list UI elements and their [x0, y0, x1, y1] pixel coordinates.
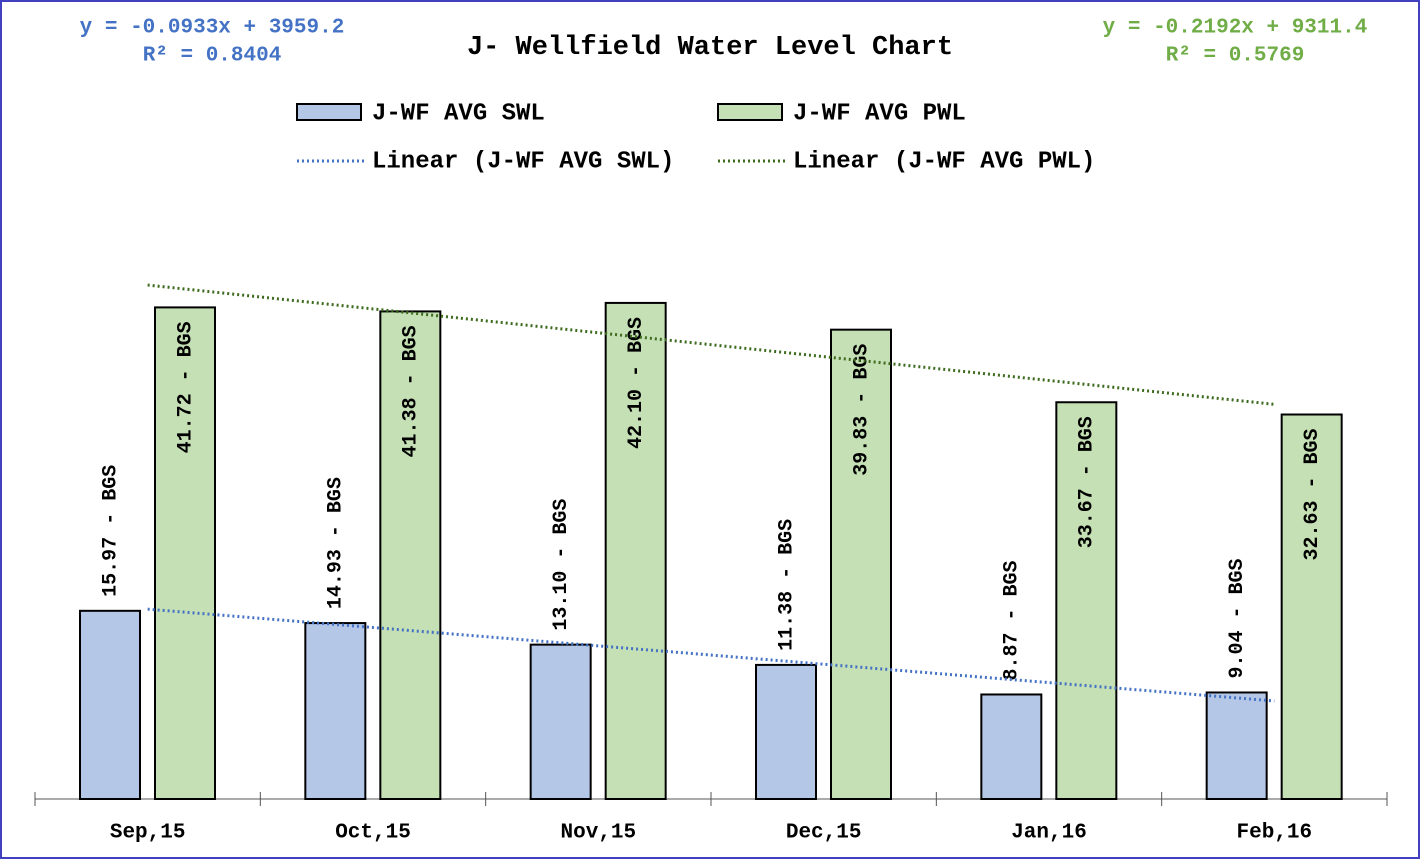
data-label: 8.87 - BGS [1001, 560, 1024, 680]
data-label: 13.10 - BGS [550, 499, 573, 631]
bar [830, 328, 892, 800]
legend-swatch [296, 103, 362, 121]
data-label: 14.93 - BGS [325, 477, 348, 609]
chart-title: J- Wellfield Water Level Chart [467, 33, 953, 63]
data-label: 9.04 - BGS [1226, 558, 1249, 678]
x-tick-label: Dec,15 [786, 822, 862, 845]
trendline [147, 607, 1275, 703]
trendline-r2: R² = 0.5769 [1166, 45, 1305, 68]
x-tick-label: Jan,16 [1011, 822, 1087, 845]
legend-swatch [717, 103, 783, 121]
bar [1280, 413, 1343, 800]
data-label: 41.38 - BGS [400, 325, 423, 457]
x-tick-label: Feb,16 [1237, 822, 1313, 845]
data-label: 39.83 - BGS [850, 344, 873, 476]
data-label: 33.67 - BGS [1076, 416, 1099, 548]
legend-label: J-WF AVG PWL [793, 100, 966, 127]
bar [154, 306, 216, 800]
trendline-r2: R² = 0.8404 [143, 45, 282, 68]
x-tick-label: Oct,15 [335, 822, 411, 845]
legend-label: J-WF AVG SWL [372, 100, 545, 127]
x-tick-label: Sep,15 [110, 822, 186, 845]
bar [604, 301, 667, 800]
data-label: 15.97 - BGS [99, 465, 122, 597]
trendline-equation: y = -0.2192x + 9311.4 [1103, 17, 1368, 40]
data-label: 32.63 - BGS [1301, 429, 1324, 561]
data-label: 42.10 - BGS [625, 317, 648, 449]
legend-label: Linear (J-WF AVG SWL) [372, 148, 674, 175]
data-label: 41.72 - BGS [174, 321, 197, 453]
bar [980, 693, 1043, 800]
legend-label: Linear (J-WF AVG PWL) [793, 148, 1095, 175]
bar [379, 310, 442, 800]
data-label: 11.38 - BGS [775, 519, 798, 651]
trendline [147, 283, 1275, 406]
bar [1055, 401, 1118, 800]
bar [755, 663, 817, 800]
bar [1205, 691, 1268, 800]
x-tick-label: Nov,15 [561, 822, 637, 845]
bar [79, 609, 141, 801]
trendline-equation: y = -0.0933x + 3959.2 [80, 17, 345, 40]
bar [529, 643, 592, 800]
bar [304, 622, 367, 800]
